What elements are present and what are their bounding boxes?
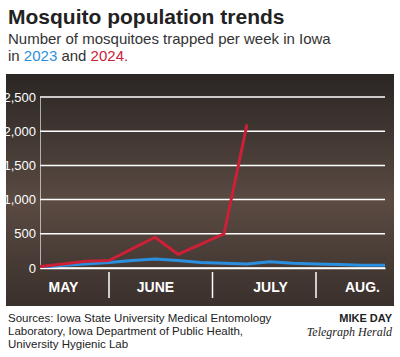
y-tick: 0 xyxy=(29,261,40,276)
subtitle-word: of xyxy=(61,30,79,47)
grid-line xyxy=(40,199,385,201)
grid xyxy=(40,97,385,268)
subtitle-word: trapped xyxy=(159,30,214,47)
y-tick-label: 2,500 xyxy=(3,90,36,105)
x-tick: MAY xyxy=(49,268,79,295)
y-tick-label: 1,500 xyxy=(3,158,36,173)
month-separator xyxy=(212,272,214,298)
y-tick-label: 2,000 xyxy=(3,124,36,139)
y-tick: 2,000 xyxy=(3,124,40,139)
y-tick: 500 xyxy=(14,226,40,241)
plot-area xyxy=(40,124,385,267)
subtitle-word: 2024. xyxy=(86,47,128,64)
publication: Telegraph Herald xyxy=(307,325,393,339)
grid-line xyxy=(40,233,385,235)
subtitle: Number of mosquitoes trapped per week in… xyxy=(8,30,331,64)
source-line: Laboratory, Iowa Department of Public He… xyxy=(8,325,243,337)
x-axis-line xyxy=(41,268,386,270)
subtitle-word: Iowa xyxy=(295,30,332,47)
subtitle-word: in xyxy=(8,47,20,64)
y-tick-label: 1,000 xyxy=(3,192,36,207)
subtitle-word: per xyxy=(214,30,240,47)
month-separators xyxy=(109,272,316,298)
background xyxy=(6,74,394,306)
subtitle-word: and xyxy=(57,47,86,64)
subtitle-word: week xyxy=(240,30,280,47)
source: Sources: Iowa State University Medical E… xyxy=(8,312,272,350)
y-tick: 2,500 xyxy=(3,90,40,105)
series-line xyxy=(40,124,247,266)
x-tick-label: JULY xyxy=(253,279,288,295)
x-tick-label: JUNE xyxy=(137,279,174,295)
title: Mosquito population trends xyxy=(8,5,284,28)
x-tick: JUNE xyxy=(137,268,174,295)
grid-line xyxy=(40,96,385,98)
month-separator xyxy=(108,272,110,298)
y-tick-label: 0 xyxy=(29,261,36,276)
subtitle-word: Number xyxy=(8,30,61,47)
y-axis: 0 500 1,000 1,500 2,000 2,500 xyxy=(3,90,40,276)
grid-line xyxy=(40,130,385,132)
month-separator xyxy=(315,272,317,298)
grid-line xyxy=(40,267,385,269)
source-line: University Hygienic Lab xyxy=(8,338,128,350)
chart: Mosquito population trendsNumber of mosq… xyxy=(0,0,400,357)
x-tick: JULY xyxy=(253,268,288,295)
y-tick-label: 500 xyxy=(14,226,36,241)
x-tick: AUG. xyxy=(345,268,380,295)
y-axis-line xyxy=(40,98,41,269)
source-line: Sources: Iowa State University Medical E… xyxy=(8,312,272,324)
y-tick: 1,000 xyxy=(3,192,40,207)
y-tick: 1,500 xyxy=(3,158,40,173)
grid-line xyxy=(40,165,385,167)
x-tick-label: MAY xyxy=(49,279,79,295)
subtitle-word: mosquitoes xyxy=(78,30,159,47)
credit: MIKE DAY xyxy=(339,312,392,324)
subtitle-word: in xyxy=(279,30,295,47)
x-tick-label: AUG. xyxy=(345,279,380,295)
subtitle-word: 2023 xyxy=(20,47,58,64)
